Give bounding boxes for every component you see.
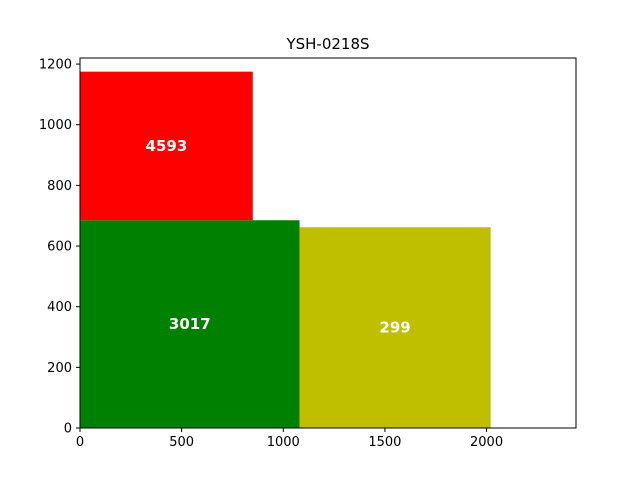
bar-label-3017: 3017 (169, 315, 211, 333)
x-tick-label: 0 (76, 435, 84, 450)
y-tick-label: 1200 (39, 58, 72, 73)
y-tick-label: 400 (47, 300, 72, 315)
y-tick-label: 600 (47, 240, 72, 255)
bars-layer: 3017 4593 299 (80, 71, 491, 428)
plot-frame (79, 57, 577, 429)
x-tick-label: 1000 (267, 435, 300, 450)
y-tick-label: 200 (47, 361, 72, 376)
bar-299 (299, 227, 491, 428)
y-tick-label: 0 (64, 422, 72, 437)
bar-3017 (80, 220, 300, 428)
bar-label-299: 299 (379, 319, 410, 337)
bar-label-4593: 4593 (146, 137, 188, 155)
x-axis: 0 500 1000 1500 2000 (76, 428, 503, 450)
y-axis: 0 200 400 600 800 1000 1200 (39, 58, 80, 437)
y-tick-label: 800 (47, 179, 72, 194)
x-tick-label: 1500 (368, 435, 401, 450)
x-tick-label: 500 (169, 435, 194, 450)
x-tick-label: 2000 (470, 435, 503, 450)
y-tick-label: 1000 (39, 118, 72, 133)
chart-title: YSH-0218S (285, 35, 369, 53)
bar-4593 (80, 71, 253, 221)
